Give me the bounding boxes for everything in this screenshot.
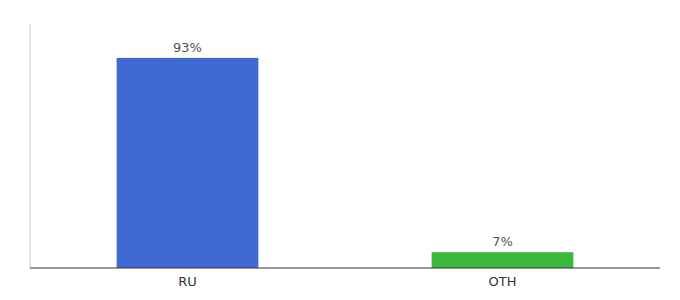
data-label: 7% <box>492 234 513 249</box>
bar <box>432 252 574 268</box>
bar <box>117 58 259 268</box>
x-tick-label: RU <box>178 274 197 289</box>
x-axis-line <box>30 268 660 269</box>
bars <box>117 58 574 268</box>
y-axis-line <box>30 24 31 268</box>
data-label: 93% <box>173 40 202 55</box>
chart-container: RU OTH 93% 7% <box>0 0 680 300</box>
chart: RU OTH 93% 7% <box>0 0 680 300</box>
x-tick-label: OTH <box>489 274 517 289</box>
